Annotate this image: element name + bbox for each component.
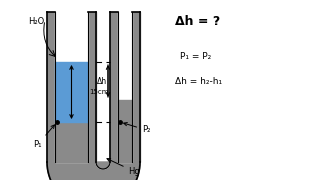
Bar	[88, 12, 96, 162]
Text: Δh = ?: Δh = ?	[175, 15, 220, 28]
Text: P₁: P₁	[34, 125, 54, 149]
Text: Δh: Δh	[97, 76, 108, 86]
Bar	[55, 12, 88, 162]
Bar	[132, 12, 140, 162]
Polygon shape	[96, 162, 110, 169]
Text: 15cm: 15cm	[89, 89, 108, 95]
Text: Hg: Hg	[107, 159, 140, 176]
Bar	[110, 12, 118, 162]
Bar	[47, 12, 55, 162]
Text: P₁ = P₂: P₁ = P₂	[180, 52, 211, 61]
Polygon shape	[47, 162, 140, 180]
Text: P₂: P₂	[124, 123, 150, 134]
Bar	[55, 122, 88, 162]
Polygon shape	[96, 162, 110, 169]
Bar	[118, 100, 132, 162]
Bar	[118, 12, 132, 162]
Bar	[55, 62, 88, 122]
Text: Δh = h₂-h₁: Δh = h₂-h₁	[175, 77, 222, 86]
Text: H₂O: H₂O	[28, 17, 44, 26]
